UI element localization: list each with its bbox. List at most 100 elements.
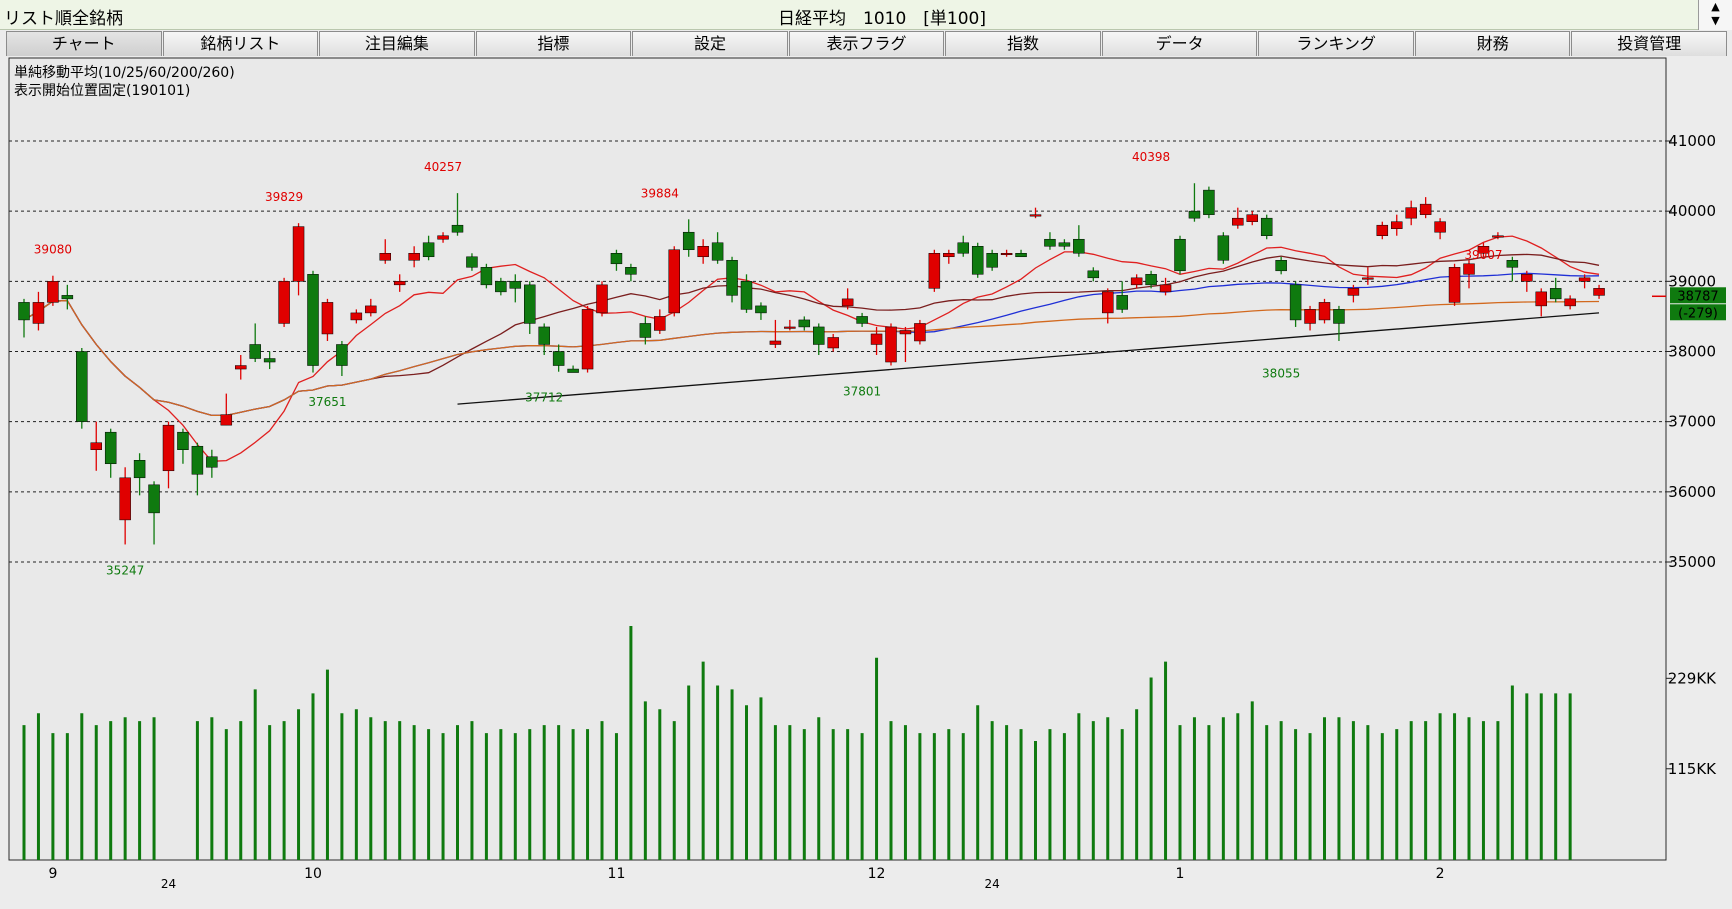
candle-body	[813, 326, 825, 345]
peak-label: 39007	[1464, 248, 1502, 262]
candle-body	[1362, 277, 1374, 280]
candle-body	[1506, 260, 1519, 268]
candle-body	[885, 326, 897, 363]
candle-body	[1333, 309, 1345, 324]
spin-down-icon[interactable]: ▼	[1711, 14, 1720, 27]
candle-body	[581, 309, 594, 370]
window-title-bar: リスト順全銘柄 日経平均 1010 [単100] ▲ ▼	[0, 0, 1732, 30]
candle-body	[133, 460, 146, 479]
tab-5[interactable]: 表示フラグ	[788, 31, 945, 56]
candle-body	[625, 267, 637, 275]
candle-body	[1130, 277, 1143, 286]
candle-body	[1347, 288, 1360, 296]
candle-body	[451, 224, 464, 233]
candle-body	[1549, 288, 1562, 300]
candle-body	[321, 302, 334, 335]
tab-0[interactable]: チャート	[6, 31, 162, 56]
candle-body	[726, 260, 738, 296]
candle-body	[1289, 284, 1302, 321]
candle-body	[365, 305, 377, 314]
candle-body	[162, 424, 175, 472]
candle-body	[1578, 277, 1591, 282]
candle-body	[148, 484, 160, 514]
price-tick-label: 39000	[1668, 272, 1716, 290]
candle-body	[47, 281, 59, 303]
date-label: 11	[608, 866, 626, 882]
candle-body	[480, 267, 493, 286]
plot-frame	[8, 57, 1667, 861]
tab-4[interactable]: 設定	[632, 31, 788, 56]
date-label: 9	[48, 866, 57, 882]
tab-8[interactable]: ランキング	[1258, 31, 1414, 56]
current-change-text: (-279)	[1678, 306, 1718, 321]
candle-body	[1073, 238, 1085, 254]
candle-body	[1405, 207, 1417, 219]
candle-body	[1260, 217, 1273, 236]
candle-body	[350, 312, 363, 321]
price-tick-label: 36000	[1668, 483, 1716, 501]
candle-body	[769, 340, 782, 345]
candle-body	[1521, 274, 1533, 282]
candle-body	[104, 431, 117, 465]
candle-body	[292, 226, 305, 282]
candle-body	[408, 253, 420, 261]
candle-body	[1593, 288, 1605, 296]
tab-9[interactable]: 財務	[1414, 31, 1571, 56]
candle-body	[278, 281, 290, 324]
current-price-badge	[1670, 287, 1726, 304]
candle-body	[784, 326, 796, 329]
current-price-text: 38787	[1677, 289, 1718, 304]
candle-body	[682, 231, 695, 251]
candle-body	[654, 316, 666, 331]
candle-body	[177, 431, 189, 450]
price-tick-label: 37000	[1668, 413, 1716, 431]
candle-body	[943, 253, 955, 258]
candle-body	[740, 281, 753, 310]
candle-body	[1564, 298, 1576, 307]
symbol-title: 日経平均 1010 [単100]	[778, 9, 986, 29]
tab-2[interactable]: 注目編集	[319, 31, 475, 56]
candle-body	[466, 256, 478, 268]
peak-label: 35247	[106, 564, 144, 578]
tab-7[interactable]: データ	[1101, 31, 1258, 56]
price-tick-label: 35000	[1668, 553, 1716, 571]
candle-body	[1246, 214, 1258, 222]
tab-1[interactable]: 銘柄リスト	[162, 31, 319, 56]
scroll-spinner[interactable]: ▲ ▼	[1698, 0, 1732, 30]
candle-body	[1174, 238, 1186, 272]
date-label: 24	[161, 877, 176, 891]
date-label: 1	[1176, 866, 1185, 882]
candlestick-chart: 35000 36000 37000 38000 39000 40000 41000 229KK…	[8, 57, 1726, 891]
tab-6[interactable]: 指数	[945, 31, 1101, 56]
candle-body	[827, 337, 839, 349]
tab-3[interactable]: 指標	[475, 31, 632, 56]
candle-body	[928, 253, 941, 289]
peak-label: 37712	[525, 391, 563, 405]
candle-body	[1434, 221, 1446, 233]
candle-body	[856, 316, 868, 324]
peak-label: 40257	[424, 160, 462, 174]
price-tick-label: 38000	[1668, 343, 1716, 361]
candle-body	[841, 298, 854, 307]
candle-body	[495, 281, 507, 293]
tab-10[interactable]: 投資管理	[1571, 31, 1728, 56]
peak-label: 39884	[641, 186, 679, 200]
candle-body	[538, 326, 550, 345]
candle-body	[336, 344, 348, 366]
current-change-badge	[1670, 304, 1726, 321]
candle-body	[639, 323, 652, 338]
candle-body	[1044, 238, 1056, 247]
tab-bar: チャート 銘柄リスト 注目編集 指標 設定 表示フラグ 指数 データ ランキング 財務 投資管理	[6, 31, 1728, 56]
candle-body	[61, 295, 74, 300]
candle-body	[1391, 221, 1403, 229]
candle-body	[697, 246, 709, 258]
candle-body	[1102, 291, 1114, 314]
candle-body	[1029, 214, 1042, 217]
candle-body	[899, 330, 912, 335]
spin-up-icon[interactable]: ▲	[1711, 0, 1720, 13]
candle-body	[610, 253, 623, 265]
peak-label: 37651	[308, 395, 346, 409]
candle-body	[567, 368, 579, 373]
candle-body	[1463, 263, 1475, 275]
candle-body	[971, 246, 984, 275]
